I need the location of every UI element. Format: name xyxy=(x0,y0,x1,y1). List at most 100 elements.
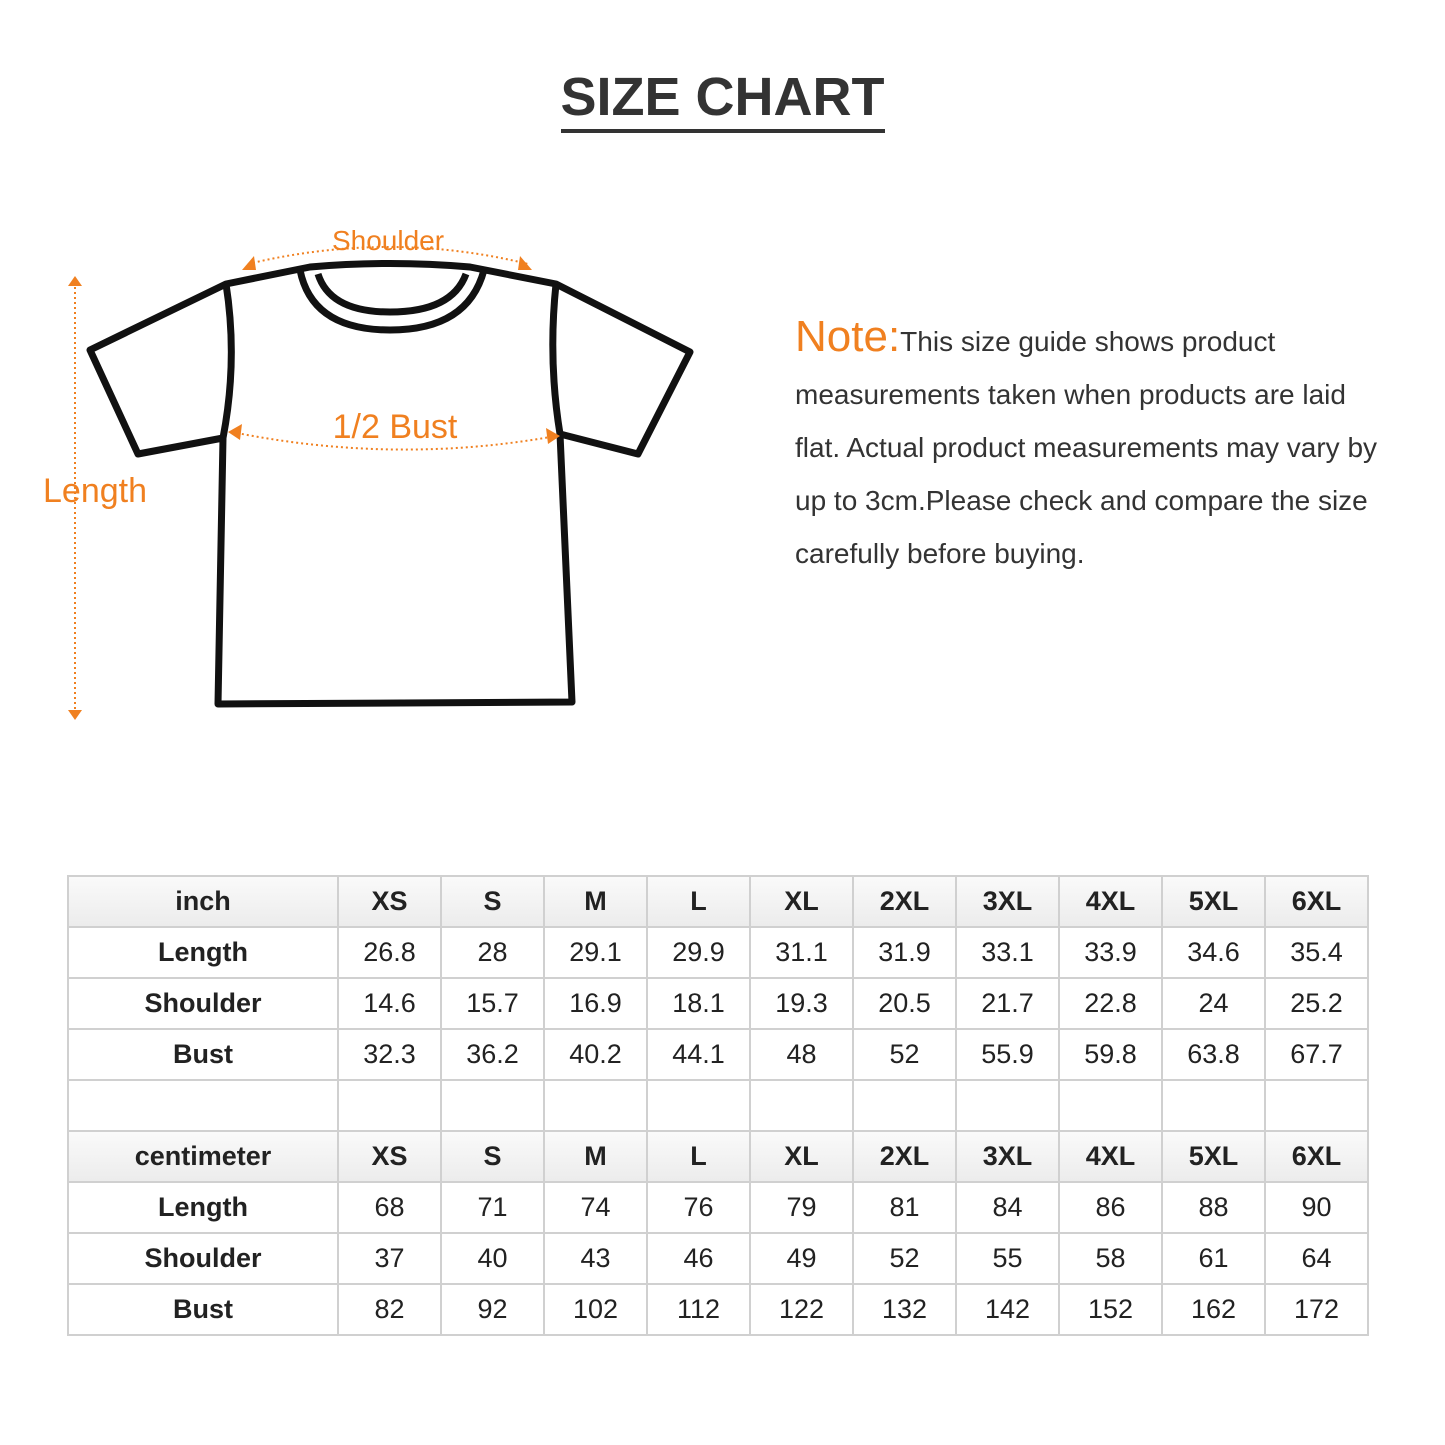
table-cell: 35.4 xyxy=(1264,926,1369,979)
table-row: Bust 32.3 36.2 40.2 44.1 48 52 55.9 59.8 63.8 67.7 xyxy=(67,1028,1369,1081)
note-text: This size guide shows product measuremen… xyxy=(795,326,1378,569)
table-cell: L xyxy=(646,1130,751,1183)
table-cell: inch xyxy=(67,875,339,928)
note-label: Note: xyxy=(795,312,901,361)
title-wrap: SIZE CHART xyxy=(0,66,1445,133)
table-cell: 19.3 xyxy=(749,977,854,1030)
shirt-diagram: Shoulder 1/2 Bust Length xyxy=(43,225,694,720)
table-cell: 162 xyxy=(1161,1283,1266,1336)
table-cell: 67.7 xyxy=(1264,1028,1369,1081)
table-cell: 43 xyxy=(543,1232,648,1285)
table-cell: 84 xyxy=(955,1181,1060,1234)
table-cell: XL xyxy=(749,875,854,928)
table-cell: centimeter xyxy=(67,1130,339,1183)
table-cell xyxy=(955,1079,1060,1132)
table-row: Bust 82 92 102 112 122 132 142 152 162 172 xyxy=(67,1283,1369,1336)
table-cell: 59.8 xyxy=(1058,1028,1163,1081)
size-table: inch XS S M L XL 2XL 3XL 4XL 5XL 6XL Length 26.8 28 29… xyxy=(67,875,1369,1336)
table-cell: 2XL xyxy=(852,875,957,928)
table-cell xyxy=(1161,1079,1266,1132)
table-cell: 68 xyxy=(337,1181,442,1234)
table-cell: 32.3 xyxy=(337,1028,442,1081)
table-cell: 15.7 xyxy=(440,977,545,1030)
table-cell: 112 xyxy=(646,1283,751,1336)
table-cell: 31.1 xyxy=(749,926,854,979)
table-cell: 92 xyxy=(440,1283,545,1336)
table-cell xyxy=(440,1079,545,1132)
table-cell: 3XL xyxy=(955,1130,1060,1183)
table-cell: 172 xyxy=(1264,1283,1369,1336)
table-cell: 74 xyxy=(543,1181,648,1234)
length-label: Length xyxy=(43,472,147,510)
table-cell: 46 xyxy=(646,1232,751,1285)
table-cell xyxy=(67,1079,339,1132)
table-cell: 122 xyxy=(749,1283,854,1336)
table-cell: S xyxy=(440,875,545,928)
table-cell: 18.1 xyxy=(646,977,751,1030)
table-cell: 5XL xyxy=(1161,1130,1266,1183)
table-cell: 28 xyxy=(440,926,545,979)
table-cell: 34.6 xyxy=(1161,926,1266,979)
table-cell: 71 xyxy=(440,1181,545,1234)
table-cell: 90 xyxy=(1264,1181,1369,1234)
table-row: Shoulder 37 40 43 46 49 52 55 58 61 64 xyxy=(67,1232,1369,1285)
note: Note:This size guide shows product measu… xyxy=(795,310,1395,580)
table-cell: S xyxy=(440,1130,545,1183)
table-cell: 5XL xyxy=(1161,875,1266,928)
table-cell: 102 xyxy=(543,1283,648,1336)
table-cell: 14.6 xyxy=(337,977,442,1030)
table-cell: 20.5 xyxy=(852,977,957,1030)
table-cell: 26.8 xyxy=(337,926,442,979)
table-cell: 82 xyxy=(337,1283,442,1336)
table-cell: 52 xyxy=(852,1028,957,1081)
table-cell: 16.9 xyxy=(543,977,648,1030)
table-cell: 52 xyxy=(852,1232,957,1285)
table-cell: 132 xyxy=(852,1283,957,1336)
table-cell: 81 xyxy=(852,1181,957,1234)
bust-label: 1/2 Bust xyxy=(333,408,458,446)
table-cell: XS xyxy=(337,1130,442,1183)
table-row: inch XS S M L XL 2XL 3XL 4XL 5XL 6XL xyxy=(67,875,1369,928)
table-cell xyxy=(1264,1079,1369,1132)
table-cell: 6XL xyxy=(1264,1130,1369,1183)
table-cell: 58 xyxy=(1058,1232,1163,1285)
table-row: Length 68 71 74 76 79 81 84 86 88 90 xyxy=(67,1181,1369,1234)
table-cell: 3XL xyxy=(955,875,1060,928)
table-cell xyxy=(852,1079,957,1132)
table-cell: 4XL xyxy=(1058,875,1163,928)
table-cell: 29.9 xyxy=(646,926,751,979)
table-cell: 31.9 xyxy=(852,926,957,979)
table-cell: 36.2 xyxy=(440,1028,545,1081)
shoulder-label: Shoulder xyxy=(332,225,444,256)
table-cell: XS xyxy=(337,875,442,928)
table-cell: 88 xyxy=(1161,1181,1266,1234)
table-cell: 24 xyxy=(1161,977,1266,1030)
table-cell: 76 xyxy=(646,1181,751,1234)
table-cell: 63.8 xyxy=(1161,1028,1266,1081)
table-cell: 6XL xyxy=(1264,875,1369,928)
table-cell: Length xyxy=(67,1181,339,1234)
table-cell xyxy=(337,1079,442,1132)
table-cell: Bust xyxy=(67,1028,339,1081)
table-cell: 40.2 xyxy=(543,1028,648,1081)
table-cell: Length xyxy=(67,926,339,979)
table-cell: 2XL xyxy=(852,1130,957,1183)
title: SIZE CHART xyxy=(560,67,885,133)
table-cell: 4XL xyxy=(1058,1130,1163,1183)
table-cell: M xyxy=(543,1130,648,1183)
table-cell xyxy=(646,1079,751,1132)
table-row xyxy=(67,1079,1369,1132)
table-cell: 33.1 xyxy=(955,926,1060,979)
table-cell: 152 xyxy=(1058,1283,1163,1336)
table-cell: 37 xyxy=(337,1232,442,1285)
table-row: centimeter XS S M L XL 2XL 3XL 4XL 5XL 6XL xyxy=(67,1130,1369,1183)
table-cell: 79 xyxy=(749,1181,854,1234)
table-cell: 21.7 xyxy=(955,977,1060,1030)
table-cell xyxy=(543,1079,648,1132)
table-cell: 25.2 xyxy=(1264,977,1369,1030)
table-cell: M xyxy=(543,875,648,928)
table-cell: 55 xyxy=(955,1232,1060,1285)
table-cell: 48 xyxy=(749,1028,854,1081)
table-cell: 40 xyxy=(440,1232,545,1285)
